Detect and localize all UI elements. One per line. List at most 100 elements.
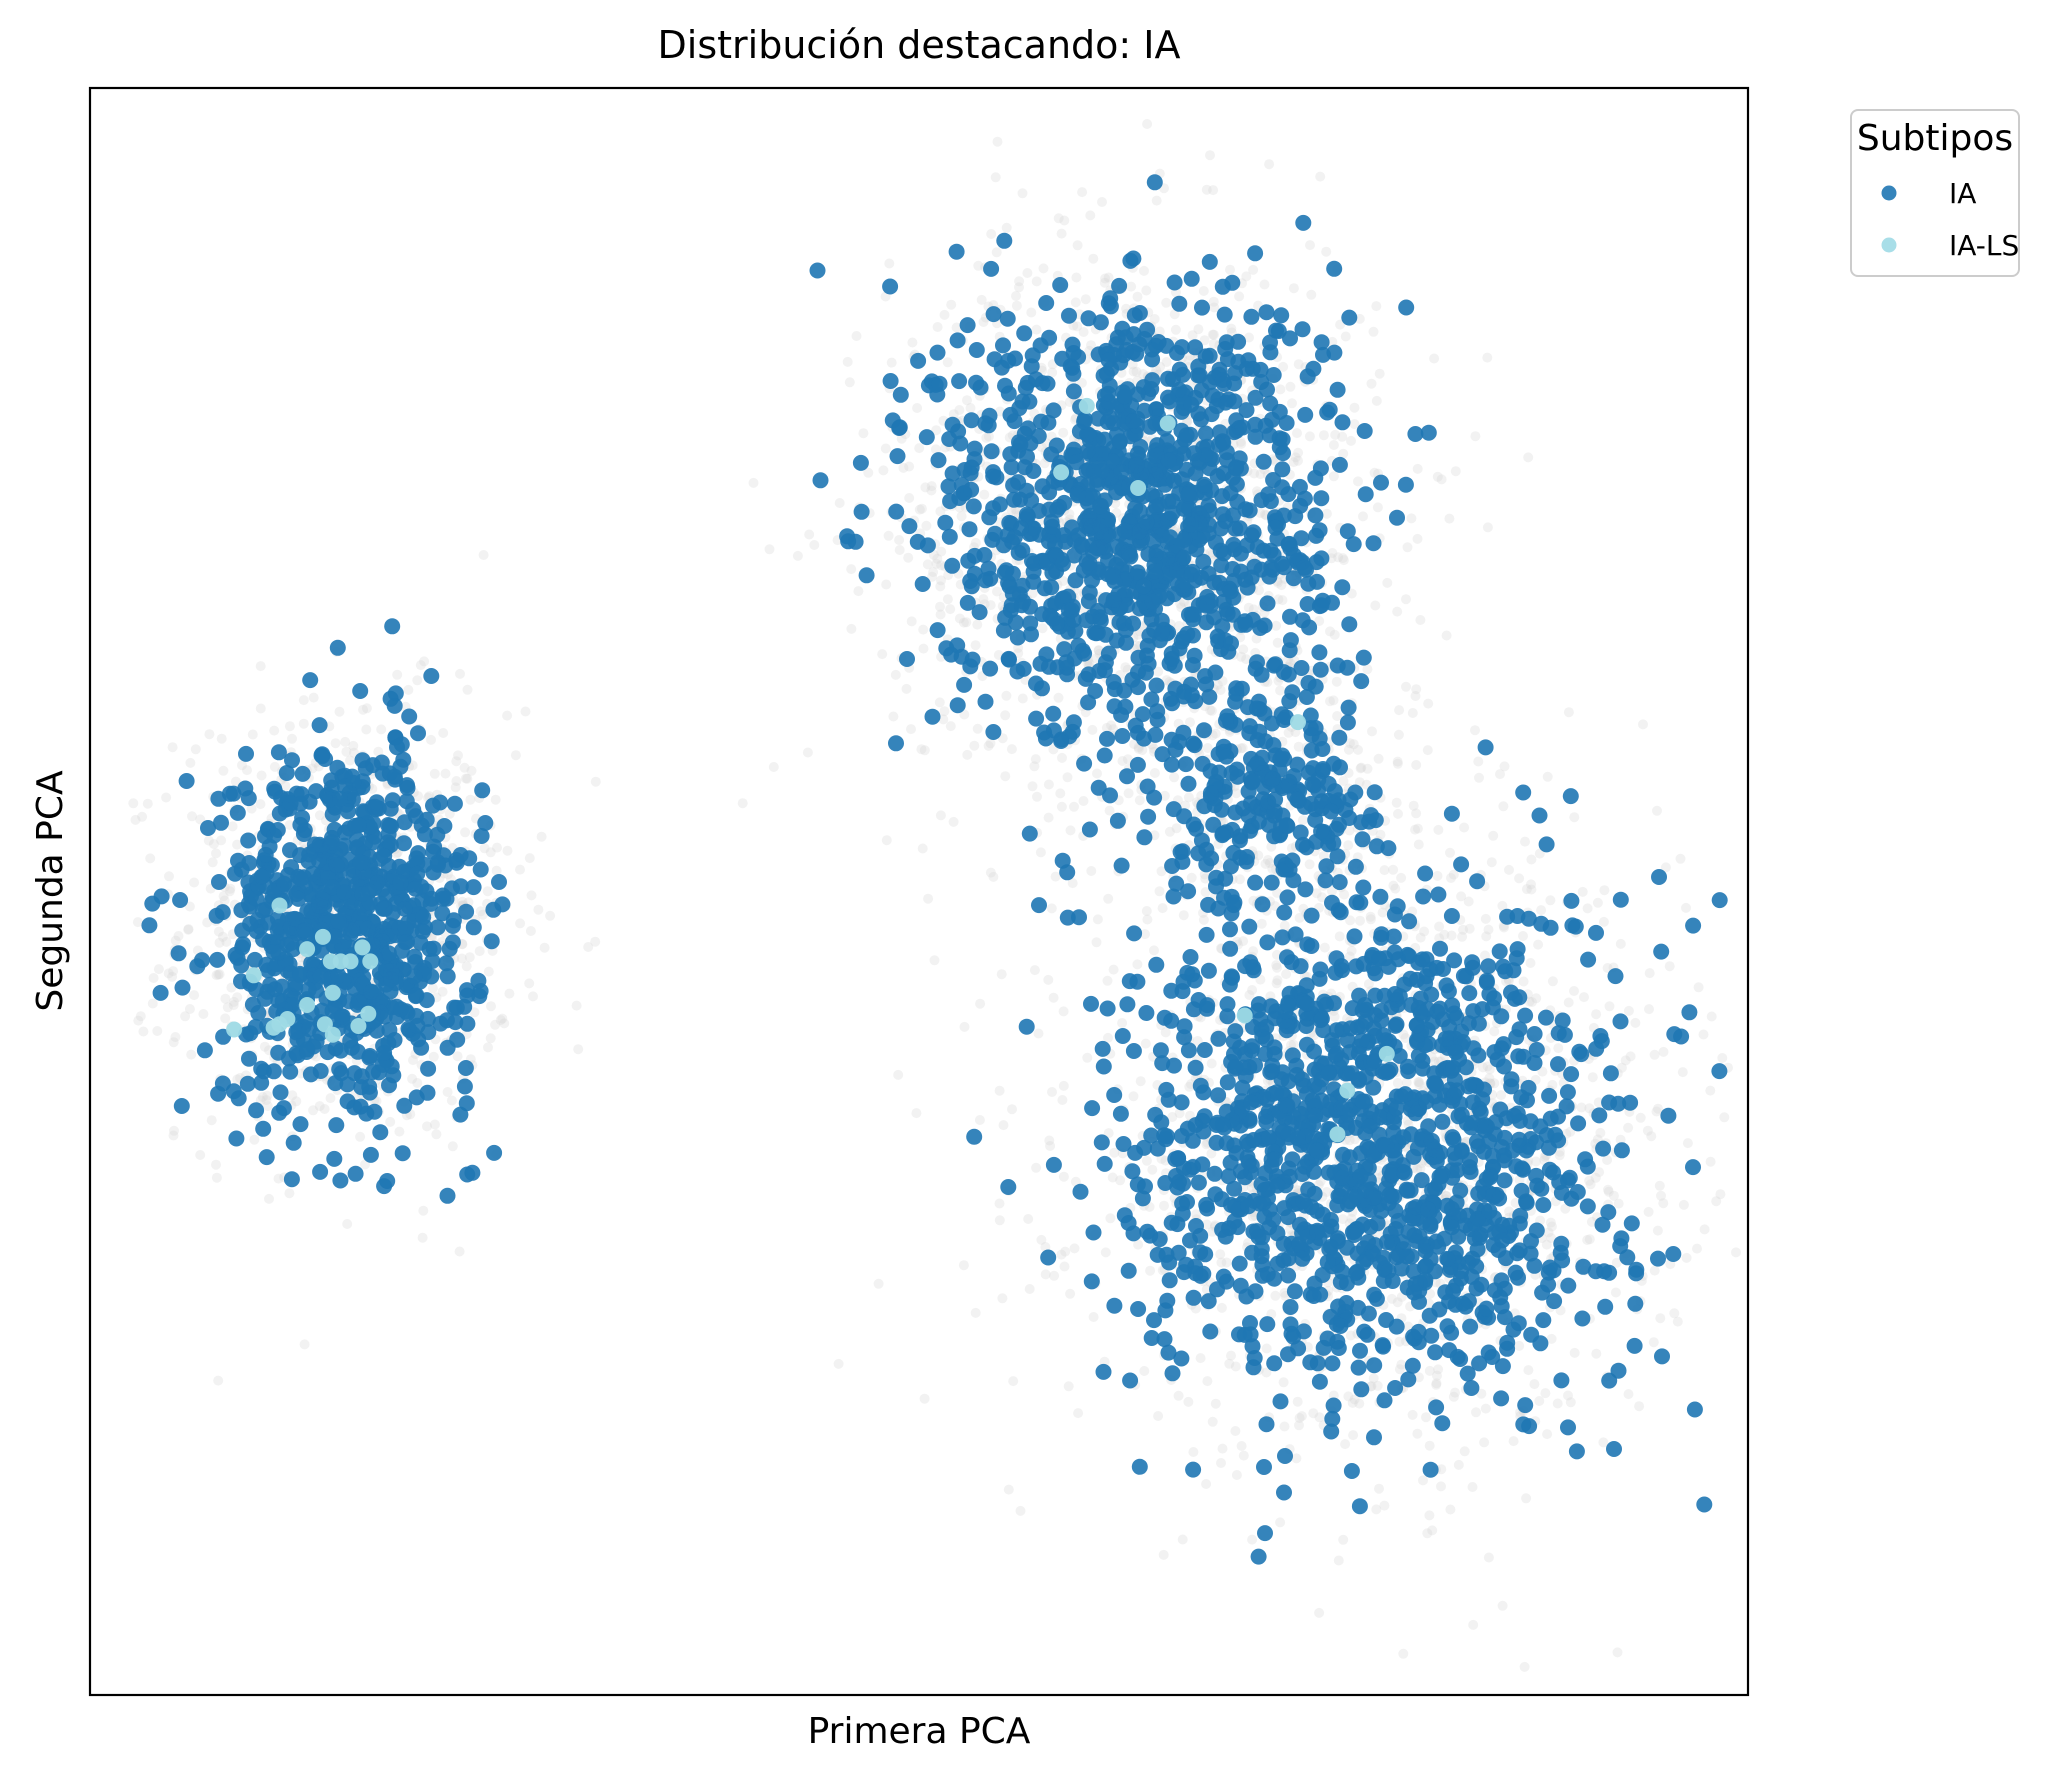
background-point xyxy=(1478,1062,1488,1073)
background-point xyxy=(385,1116,396,1127)
background-point xyxy=(204,729,215,740)
background-point xyxy=(152,1026,163,1036)
background-point xyxy=(1178,910,1189,921)
background-point xyxy=(748,477,759,488)
background-point xyxy=(935,609,946,620)
background-point xyxy=(403,684,414,695)
background-point xyxy=(918,624,929,635)
background-point xyxy=(1678,1199,1689,1210)
background-point xyxy=(1411,760,1422,770)
background-point xyxy=(1026,307,1037,318)
background-point xyxy=(768,762,779,772)
data-point-ia xyxy=(961,521,978,538)
background-point xyxy=(906,724,916,735)
background-point xyxy=(1103,1032,1113,1043)
background-point xyxy=(1088,1312,1099,1322)
data-point-ia xyxy=(963,412,980,429)
background-point xyxy=(217,931,228,942)
background-point xyxy=(1275,685,1286,696)
data-point-ia xyxy=(290,1022,307,1039)
data-point-ia xyxy=(253,1074,270,1091)
data-point-ia xyxy=(330,913,347,930)
background-point xyxy=(1027,781,1038,792)
data-point-ia xyxy=(302,1066,319,1083)
background-point xyxy=(1072,321,1083,332)
background-point xyxy=(1259,279,1270,290)
background-point xyxy=(1126,281,1137,292)
background-point xyxy=(168,966,179,977)
data-point-ia xyxy=(435,890,452,907)
background-point xyxy=(533,904,544,915)
background-point xyxy=(1337,431,1348,442)
data-point-ia xyxy=(396,900,413,917)
background-point xyxy=(921,520,932,531)
background-point xyxy=(994,1198,1005,1209)
background-point xyxy=(1693,982,1704,993)
background-point xyxy=(1007,1104,1017,1115)
background-point xyxy=(1076,377,1087,388)
background-point xyxy=(926,481,937,492)
background-point xyxy=(1251,633,1262,644)
data-point-ia xyxy=(1009,629,1026,646)
background-point xyxy=(1033,1028,1044,1039)
background-point xyxy=(1082,1052,1093,1063)
background-point xyxy=(479,843,490,854)
background-point xyxy=(1365,914,1376,925)
background-point xyxy=(1719,1112,1730,1123)
background-point xyxy=(169,1125,179,1136)
data-point-ia xyxy=(228,1130,245,1147)
background-point xyxy=(1711,1196,1722,1207)
background-point xyxy=(219,895,230,906)
background-point xyxy=(896,433,907,444)
background-point xyxy=(962,749,973,760)
background-point xyxy=(1070,297,1081,308)
data-point-ia xyxy=(292,870,309,887)
background-point xyxy=(1372,1380,1383,1391)
data-point-ia xyxy=(940,478,957,495)
data-point-ia xyxy=(367,798,383,815)
background-point xyxy=(1346,945,1357,956)
background-point xyxy=(1338,555,1349,566)
background-point xyxy=(1337,1214,1348,1225)
background-point xyxy=(948,409,959,420)
background-point xyxy=(1217,1443,1228,1454)
background-point xyxy=(1247,1211,1258,1222)
background-point xyxy=(1499,922,1509,933)
background-point xyxy=(230,776,241,787)
background-point xyxy=(1238,1450,1249,1461)
background-point xyxy=(1340,1439,1351,1450)
data-point-ia xyxy=(473,828,490,844)
background-point xyxy=(1238,644,1249,655)
background-point xyxy=(1584,1175,1595,1186)
background-point xyxy=(919,745,930,756)
background-point xyxy=(1521,1493,1532,1504)
background-point xyxy=(1060,1246,1071,1257)
background-point xyxy=(1610,1287,1621,1298)
data-point-ia xyxy=(254,902,271,919)
data-point-ia xyxy=(340,803,357,820)
chart-title: Distribución destacando: IA xyxy=(658,23,1181,67)
background-point xyxy=(590,936,601,947)
background-point xyxy=(1345,1330,1356,1341)
background-point xyxy=(1271,620,1282,631)
background-point xyxy=(1533,939,1544,950)
background-point xyxy=(1317,892,1327,903)
background-point xyxy=(1029,761,1040,772)
background-point xyxy=(1139,265,1149,276)
background-point xyxy=(886,357,897,368)
background-point xyxy=(1408,800,1419,811)
background-point xyxy=(135,1011,146,1022)
background-point xyxy=(1434,921,1445,932)
data-point-ia xyxy=(930,452,947,469)
background-point xyxy=(218,765,229,776)
background-point xyxy=(1431,1379,1442,1390)
background-point xyxy=(1547,1079,1558,1090)
background-point xyxy=(520,706,531,717)
data-point-ia xyxy=(256,990,273,1007)
background-point xyxy=(545,910,556,921)
background-point xyxy=(932,553,943,564)
background-point xyxy=(1402,542,1413,553)
background-point xyxy=(1353,744,1363,755)
background-point xyxy=(834,498,845,508)
